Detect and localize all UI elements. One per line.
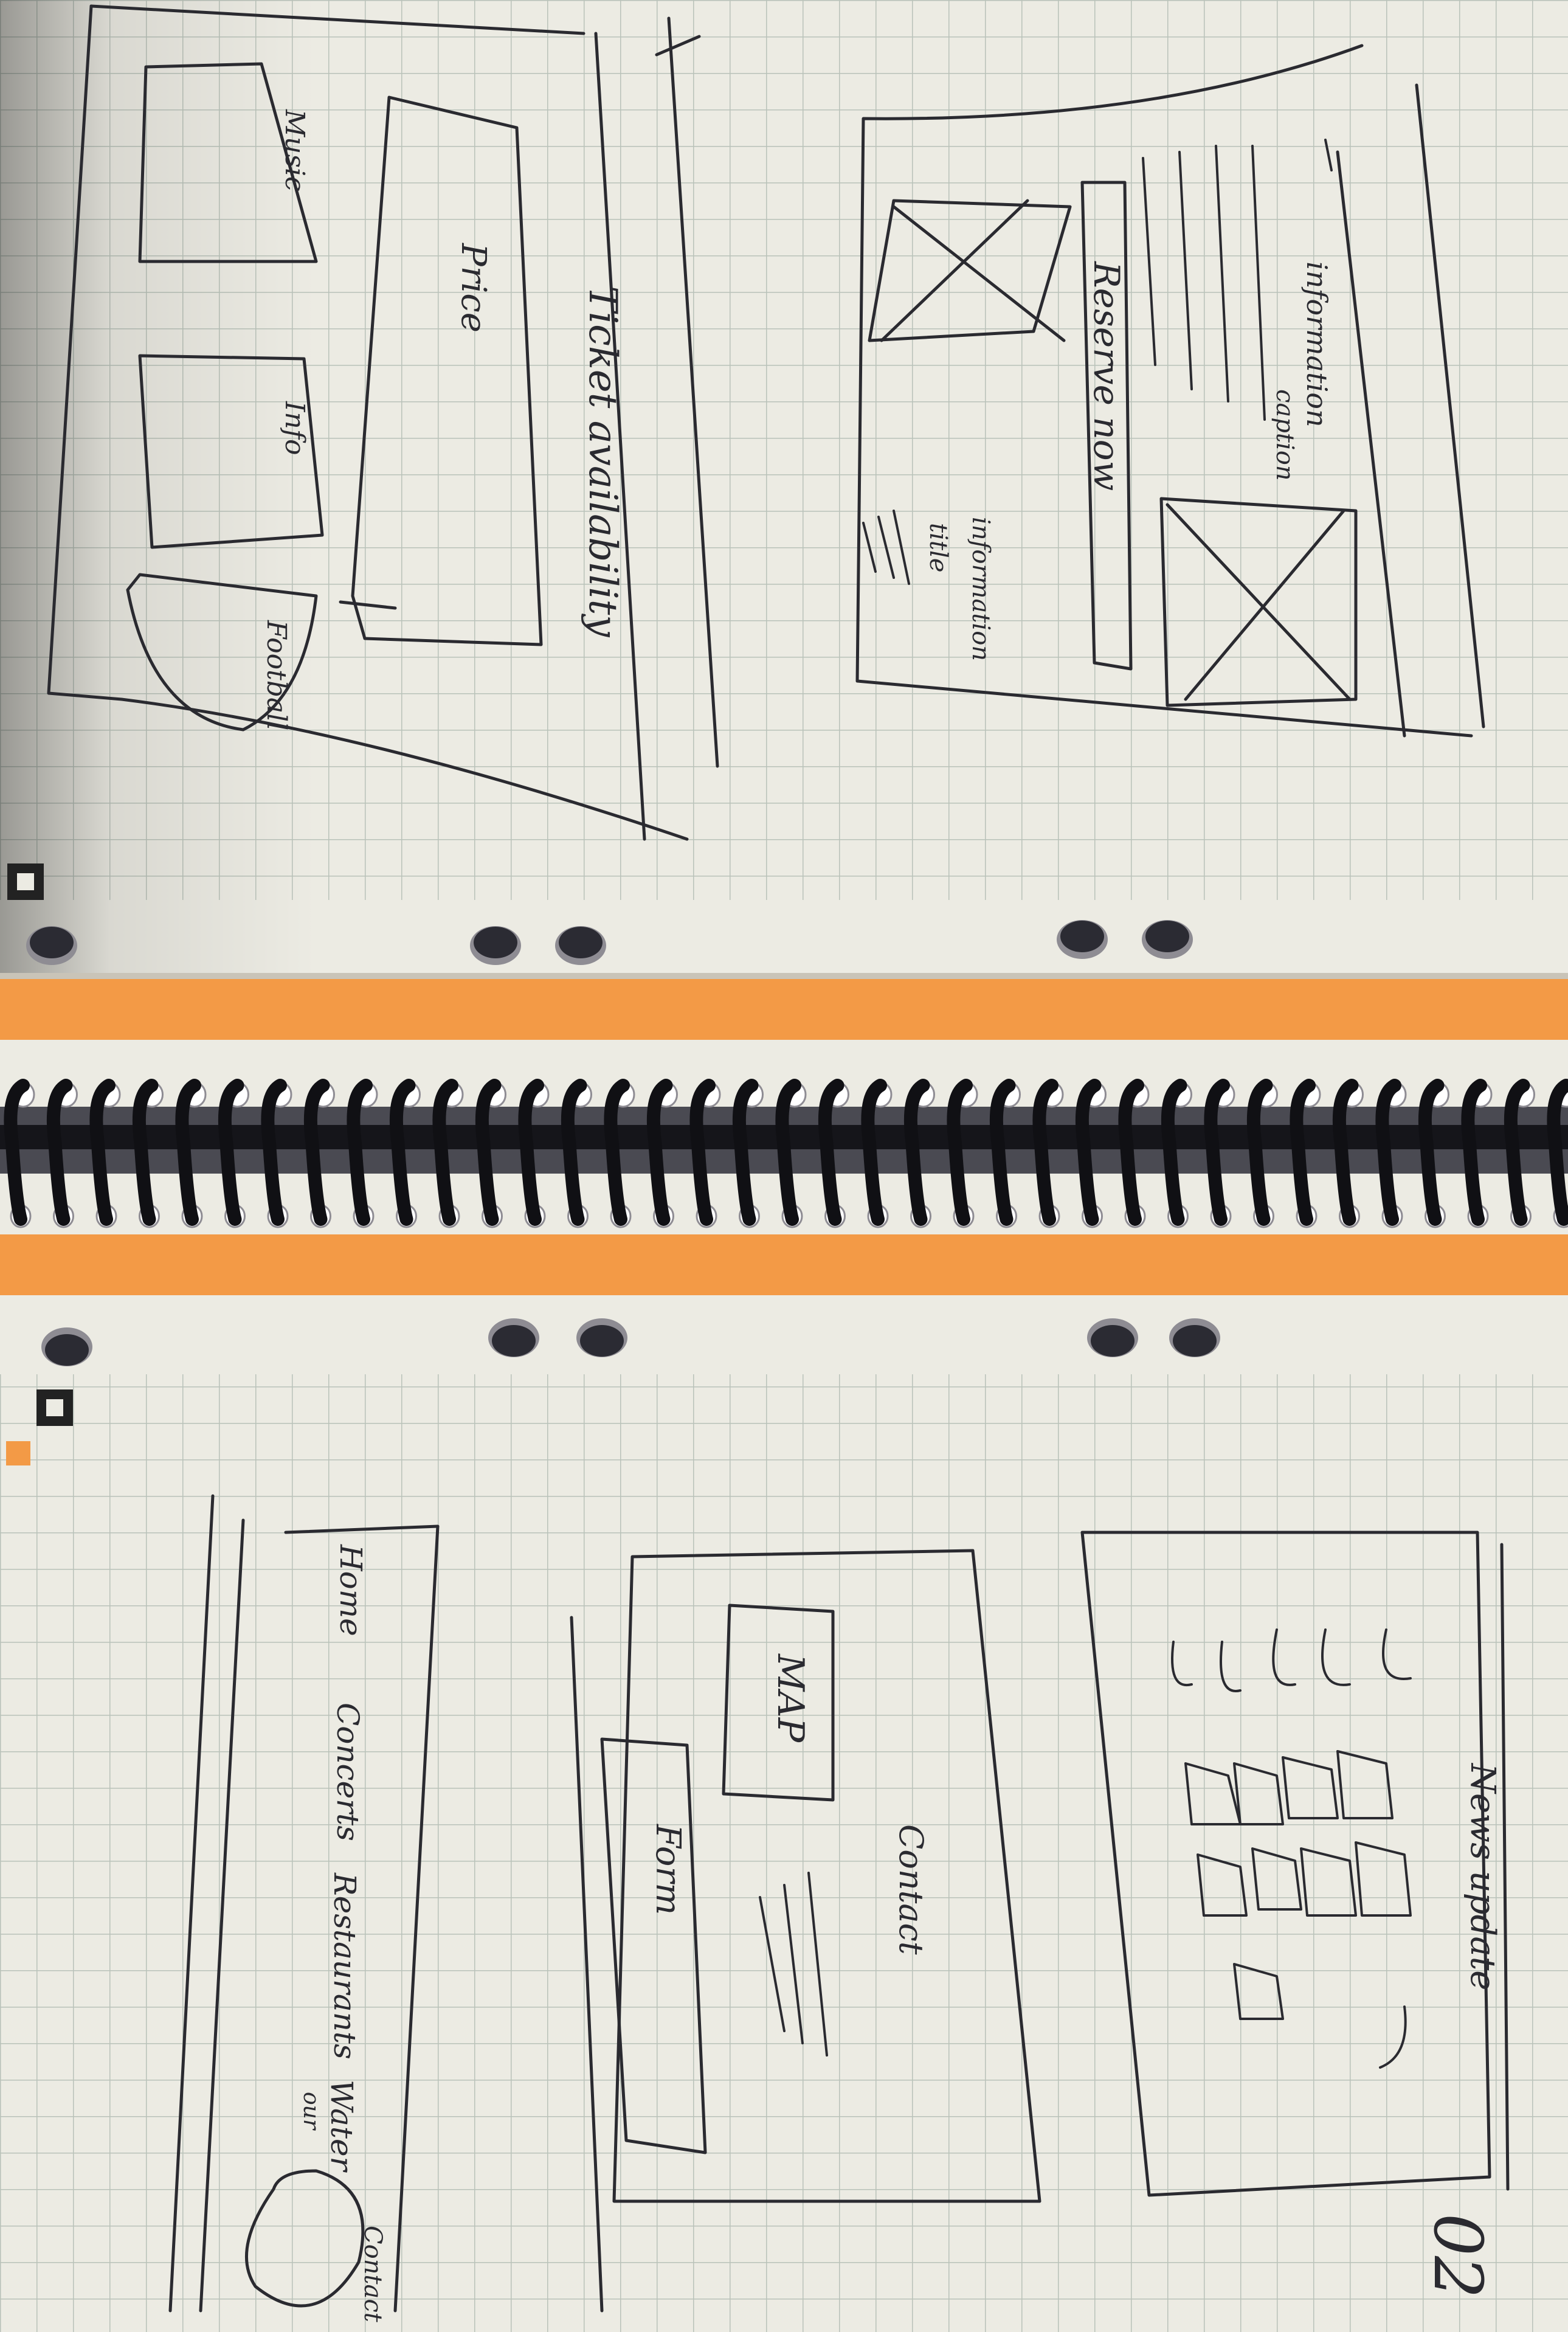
news-title: News update [1463, 1762, 1502, 1990]
punch-holes-bottom [41, 1318, 1220, 1366]
bottom-page-grid [0, 1374, 1568, 2332]
spiral-ring [475, 1079, 502, 1226]
spiral-ring [389, 1079, 416, 1226]
orange-mark [6, 1441, 30, 1465]
spiral-ring [818, 1079, 844, 1226]
info-title-line-1: information [967, 517, 995, 661]
home-frame [168, 1494, 440, 2313]
spiral-ring [518, 1079, 544, 1226]
page-number: 02 [1419, 2213, 1497, 2299]
info-label: Info [279, 401, 310, 455]
spiral-ring [903, 1079, 930, 1226]
nav-item-restaurants: Restaurants [327, 1872, 362, 2060]
map-label: MAP [769, 1653, 812, 1743]
price-label: Price [454, 243, 493, 333]
spiral-ring [1375, 1079, 1401, 1226]
price-box [339, 95, 543, 646]
spiral-ring [175, 1079, 201, 1226]
spiral-ring [732, 1079, 759, 1226]
info-title-line-2: title [924, 523, 952, 572]
spiral-ring [1504, 1079, 1530, 1226]
ticket-title: Ticket availability [580, 286, 625, 637]
football-label: Football [261, 620, 292, 730]
spiral-ring [775, 1079, 801, 1226]
info-caption-label-2: caption [1271, 389, 1299, 481]
spiral-ring [432, 1079, 458, 1226]
spiral-ring [1332, 1079, 1359, 1226]
spiral-ring [1161, 1079, 1187, 1226]
spiral-ring [261, 1079, 287, 1226]
orange-strip-top [0, 979, 1568, 1040]
spiral-ring [989, 1079, 1016, 1226]
spiral-ring [1418, 1079, 1445, 1226]
spiral-binding [0, 1079, 1568, 1228]
music-label: Music [279, 109, 310, 192]
spiral-ring [947, 1079, 973, 1226]
spiral-ring [46, 1079, 73, 1226]
account-label: our [299, 2092, 323, 2131]
spiral-ring [1075, 1079, 1102, 1226]
contact-section-title: Contact [892, 1824, 930, 1955]
spiral-ring [1118, 1079, 1144, 1226]
spiral-ring [1547, 1079, 1568, 1226]
spiral-ring [347, 1079, 373, 1226]
spiral-ring [132, 1079, 159, 1226]
nav-item-contact: Contact [359, 2226, 387, 2323]
spiral-ring [4, 1079, 30, 1226]
punch-holes-top [26, 920, 1193, 965]
nav-item-water: Water [324, 2080, 359, 2173]
spiral-ring [561, 1079, 587, 1226]
shadow [0, 0, 316, 973]
spiral-ring [303, 1079, 330, 1226]
form-label: Form [648, 1824, 688, 1915]
info-caption-label-1: information [1300, 261, 1333, 427]
spiral-ring [89, 1079, 116, 1226]
nav-item-concerts: Concerts [330, 1703, 365, 1841]
nav-item-home: Home [333, 1544, 368, 1636]
spiral-ring [1032, 1079, 1059, 1226]
ticket-frame [47, 4, 719, 841]
bottom-page-text: Home Concerts Restaurants Water Contact … [299, 1544, 1502, 2323]
spiral-ring [646, 1079, 673, 1226]
spiral-ring [861, 1079, 887, 1226]
info-frame [855, 44, 1485, 738]
spiral-ring [1461, 1079, 1487, 1226]
top-page-text: information caption Reserve now informat… [261, 109, 1333, 730]
reserve-now-button: Reserve now [1086, 261, 1127, 491]
spiral-ring [689, 1079, 716, 1226]
contact-frame [570, 1549, 1041, 2313]
spiral-ring [1204, 1079, 1230, 1226]
spiral-ring [1246, 1079, 1273, 1226]
orange-strip-bottom [0, 1234, 1568, 1295]
icon-boxes [126, 62, 324, 732]
spiral-ring [1290, 1079, 1316, 1226]
news-frame [1080, 1531, 1510, 2197]
spiral-ring [604, 1079, 630, 1226]
spiral-ring [218, 1079, 244, 1226]
